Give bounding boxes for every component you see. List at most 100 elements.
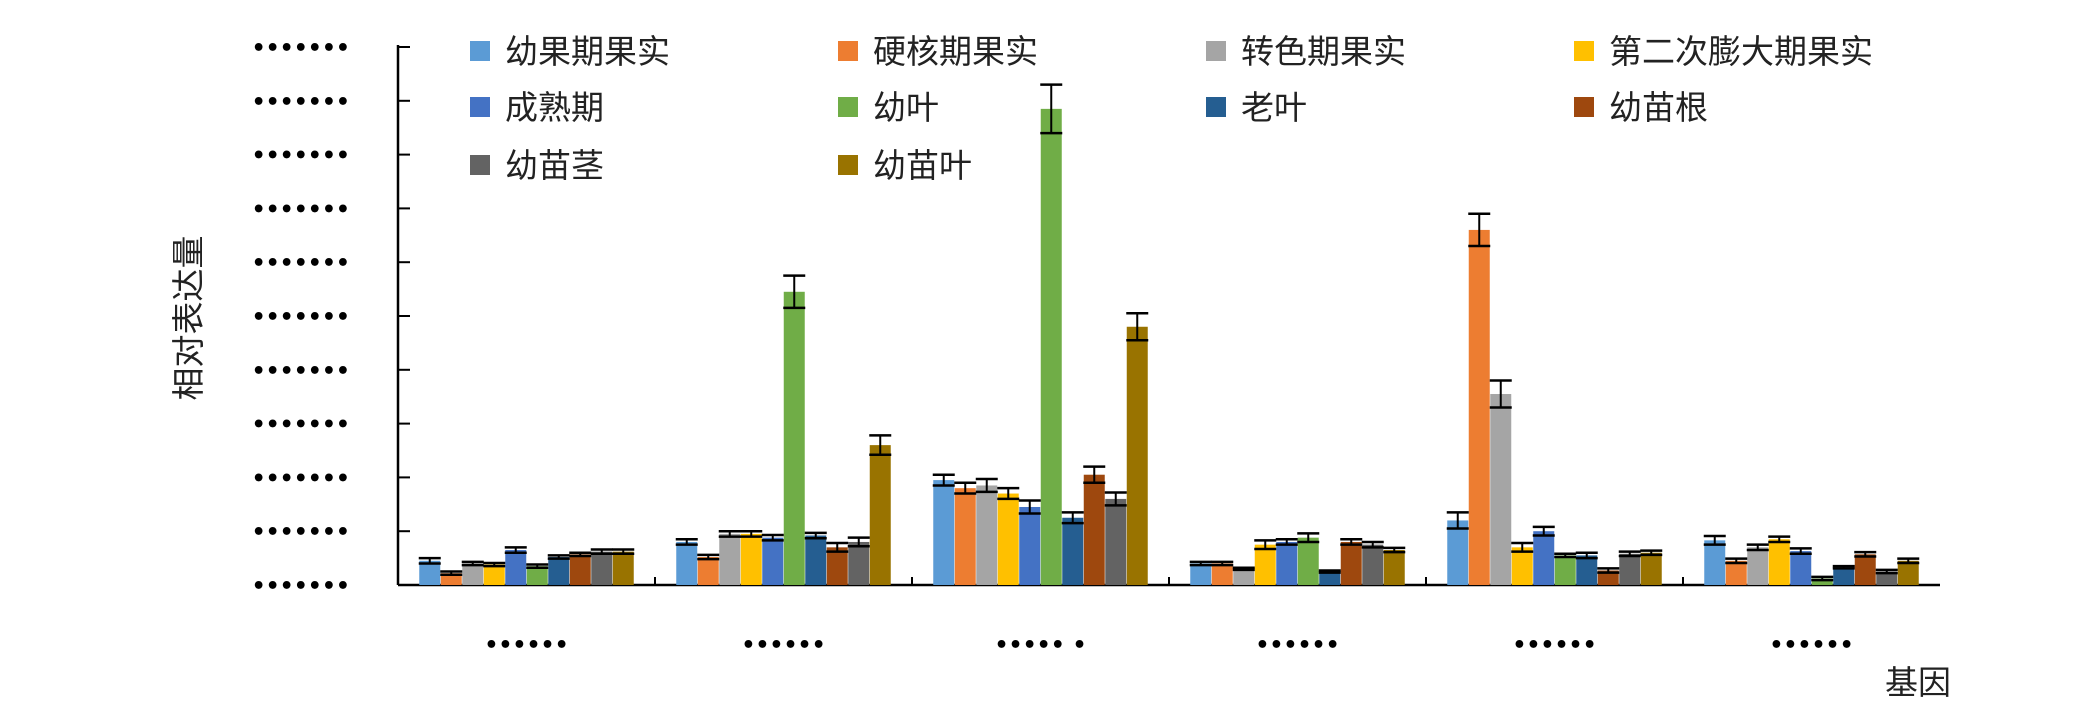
bar [1768,539,1790,585]
legend-swatch [1574,97,1594,117]
bar [1319,571,1341,585]
legend-swatch [470,41,490,61]
legend-label: 幼果期果实 [505,32,670,71]
bar [1340,541,1362,585]
bar [1233,568,1255,585]
bar [697,557,719,585]
x-axis-label: 基因 [1885,663,1951,702]
bar [740,533,762,585]
bar [612,551,634,585]
bar [548,557,570,585]
bar [1619,553,1641,585]
y-tick-label: ••••••• [252,520,350,545]
y-tick-label: ••••••• [252,197,350,222]
bar [1083,474,1105,585]
bars-group [419,108,1919,586]
bar [1511,547,1533,585]
bar [462,563,484,585]
bar [933,480,955,585]
bar [719,533,741,585]
bar [569,554,591,585]
x-tick-label: •••••• [1512,633,1596,658]
bar [1640,552,1662,585]
bar [1019,506,1041,585]
y-tick-label: ••••••• [252,413,350,438]
bar [1597,570,1619,585]
bar [676,541,698,585]
bar [1211,563,1233,585]
x-tick-label: ••••• • [994,633,1086,658]
legend-swatch [838,97,858,117]
bar [1576,555,1598,585]
bar [762,537,784,585]
bar [1704,540,1726,585]
bar [997,493,1019,585]
legend-swatch [1206,97,1226,117]
bar [976,485,998,585]
legend-swatch [470,155,490,175]
bar [1747,547,1769,585]
y-tick-label: ••••••• [252,359,350,384]
bar [1533,531,1555,585]
bar [483,564,505,585]
x-tick-label: •••••• [484,633,568,658]
bar [440,573,462,585]
legend-label: 成熟期 [505,88,604,127]
bar [1876,571,1898,585]
y-tick-label: ••••••• [252,466,350,491]
bar [869,445,891,585]
y-tick-label: ••••••• [252,36,350,61]
y-tick-label: ••••••• [252,144,350,169]
legend-label: 转色期果实 [1241,32,1406,71]
bar [419,560,441,585]
error-bars-group [418,83,1920,582]
bar [1725,560,1747,585]
bar [805,535,827,585]
bar [1297,537,1319,585]
legend-swatch [470,97,490,117]
bar [1062,517,1084,585]
bar [1383,550,1405,585]
legend-label: 硬核期果实 [873,32,1038,71]
y-tick-label: ••••••• [252,574,350,599]
legend-label: 幼苗叶 [873,146,972,185]
bar [1040,108,1062,586]
legend-swatch [1206,41,1226,61]
bar [1126,326,1148,585]
bar [1276,541,1298,585]
legend-swatch [838,41,858,61]
bar [1254,544,1276,585]
legend-label: 老叶 [1241,88,1307,127]
bar [1790,551,1812,585]
bar [826,547,848,585]
bar [954,488,976,585]
bar [783,291,805,585]
bar [1854,554,1876,585]
y-tick-label: ••••••• [252,305,350,330]
bar [1833,567,1855,585]
legend-label: 幼叶 [873,88,939,127]
legend-label: 幼苗根 [1609,88,1708,127]
legend-swatch [1574,41,1594,61]
bar [1447,520,1469,585]
bar [848,541,870,585]
bar [591,551,613,585]
y-tick-label: ••••••• [252,251,350,276]
bar [1897,560,1919,585]
x-tick-label: •••••• [1769,633,1853,658]
bar [505,550,527,585]
bar [1811,578,1833,585]
y-tick-label: ••••••• [252,90,350,115]
legend-label: 幼苗茎 [505,146,604,185]
bar [1468,229,1490,586]
legend-swatch [838,155,858,175]
bar [1362,544,1384,585]
axes-group: ••••••••••••••••••••••••••••••••••••••••… [252,36,1940,658]
bar [1190,563,1212,585]
bar [1105,498,1127,585]
bar [1490,394,1512,585]
legend-label: 第二次膨大期果实 [1609,32,1873,71]
